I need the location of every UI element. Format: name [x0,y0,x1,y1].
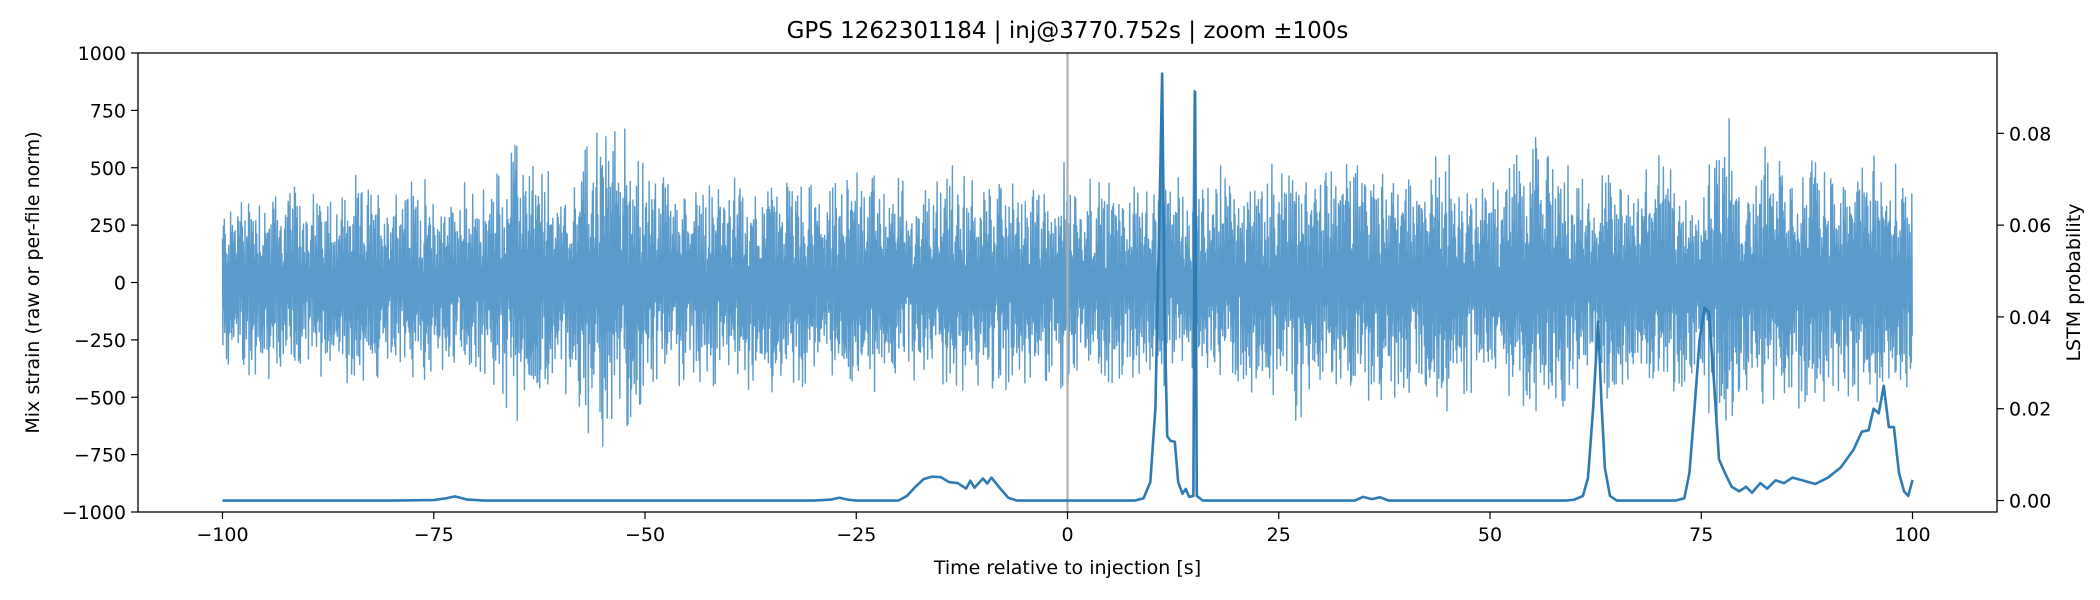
x-tick-label: 0 [1061,524,1073,546]
y-right-tick-label: 0.06 [2009,215,2051,237]
x-tick-label: 75 [1689,524,1713,546]
probability-line [222,72,1914,502]
y-left-tick-label: −500 [74,387,126,409]
x-tick-label: 50 [1478,524,1502,546]
y-left-tick-label: 250 [90,215,126,237]
y-right-tick-label: 0.00 [2009,491,2051,513]
x-tick-label: −50 [625,524,665,546]
x-tick-label: 25 [1267,524,1291,546]
y-left-axis-ticks: 1000 750 500 250 0 −250 −500 −750 −1000 [62,43,138,524]
y-left-tick-label: 750 [90,100,126,122]
x-axis-ticks: −100 −75 −50 −25 0 25 50 75 100 [196,512,1931,546]
y-right-tick-label: 0.04 [2009,307,2051,329]
x-tick-label: −100 [196,524,248,546]
y-right-axis-ticks: 0.00 0.02 0.04 0.06 0.08 [1997,123,2051,513]
y-right-tick-label: 0.08 [2009,123,2051,145]
x-tick-label: 100 [1894,524,1930,546]
x-axis-title: Time relative to injection [s] [933,557,1201,579]
probability-series [222,72,1914,502]
y-right-tick-label: 0.02 [2009,399,2051,421]
y-left-tick-label: −750 [74,445,126,467]
y-left-tick-label: −250 [74,330,126,352]
y-left-tick-label: 0 [114,273,126,295]
chart-title: GPS 1262301184 | inj@3770.752s | zoom ±1… [787,18,1349,44]
y-left-tick-label: 1000 [78,43,126,65]
y-left-axis-title: Mix strain (raw or per-file norm) [22,131,44,433]
y-right-axis-title: LSTM probability [2063,203,2085,361]
y-left-tick-label: −1000 [62,502,126,524]
x-tick-label: −25 [836,524,876,546]
x-tick-label: −75 [414,524,454,546]
y-left-tick-label: 500 [90,158,126,180]
